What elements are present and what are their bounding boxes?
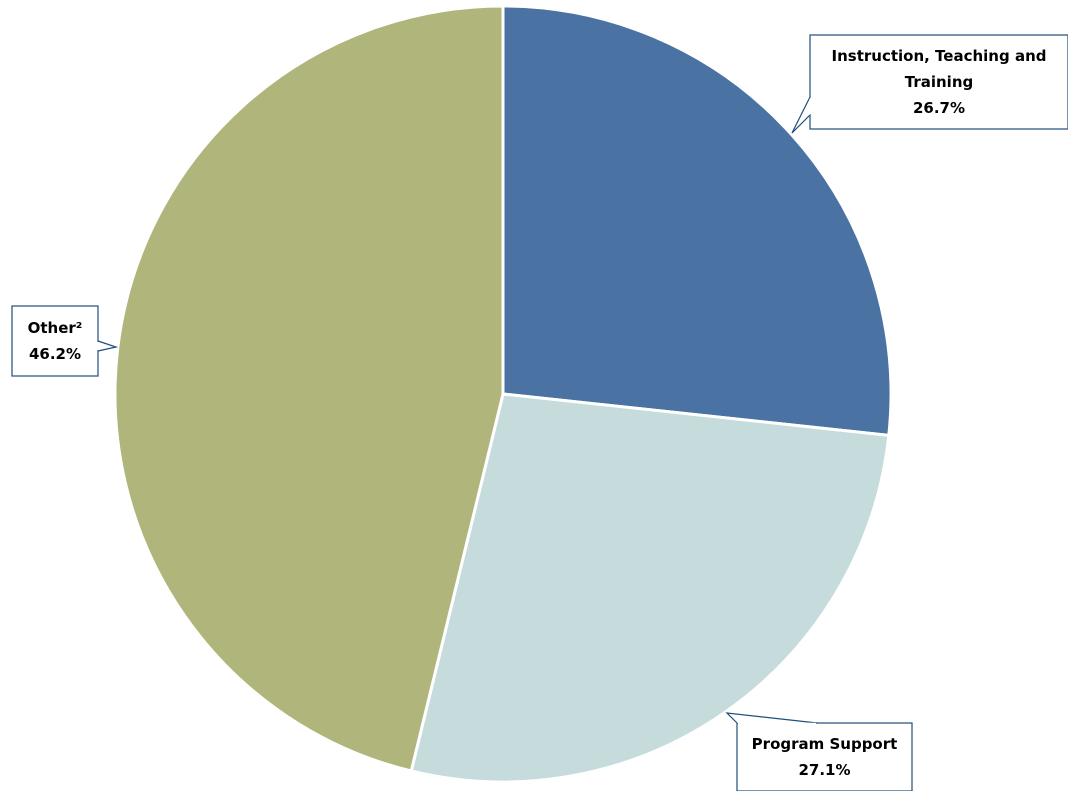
pie-slices (113, 4, 893, 784)
callout-box-1 (736, 722, 913, 791)
pie-slice-0 (501, 4, 893, 438)
pie-slice-1 (409, 392, 891, 784)
callout-box-2 (11, 305, 99, 377)
slice-label-0: Instruction, Teaching and (832, 47, 1047, 65)
slice-label-1: Program Support (752, 735, 898, 753)
slice-label-0: Training (905, 73, 973, 91)
callout-1: Program Support 27.1% (725, 712, 913, 791)
callout-pointer-2 (97, 340, 119, 352)
callout-0: Instruction, Teaching and Training 26.7% (791, 34, 1068, 134)
slice-callouts: Instruction, Teaching and Training 26.7% Pr… (11, 34, 1068, 791)
callout-pointer-0 (791, 96, 811, 134)
slice-label-2: Other² (28, 319, 83, 337)
callout-box-0 (809, 34, 1068, 130)
slice-value-label-2: 46.2% (29, 345, 81, 363)
slice-value-label-0: 26.7% (913, 99, 965, 117)
slice-value-label-1: 27.1% (798, 761, 850, 779)
pie-slice-2 (113, 4, 505, 773)
callout-2: Other² 46.2% (11, 305, 119, 377)
callout-pointer-1 (725, 712, 818, 724)
